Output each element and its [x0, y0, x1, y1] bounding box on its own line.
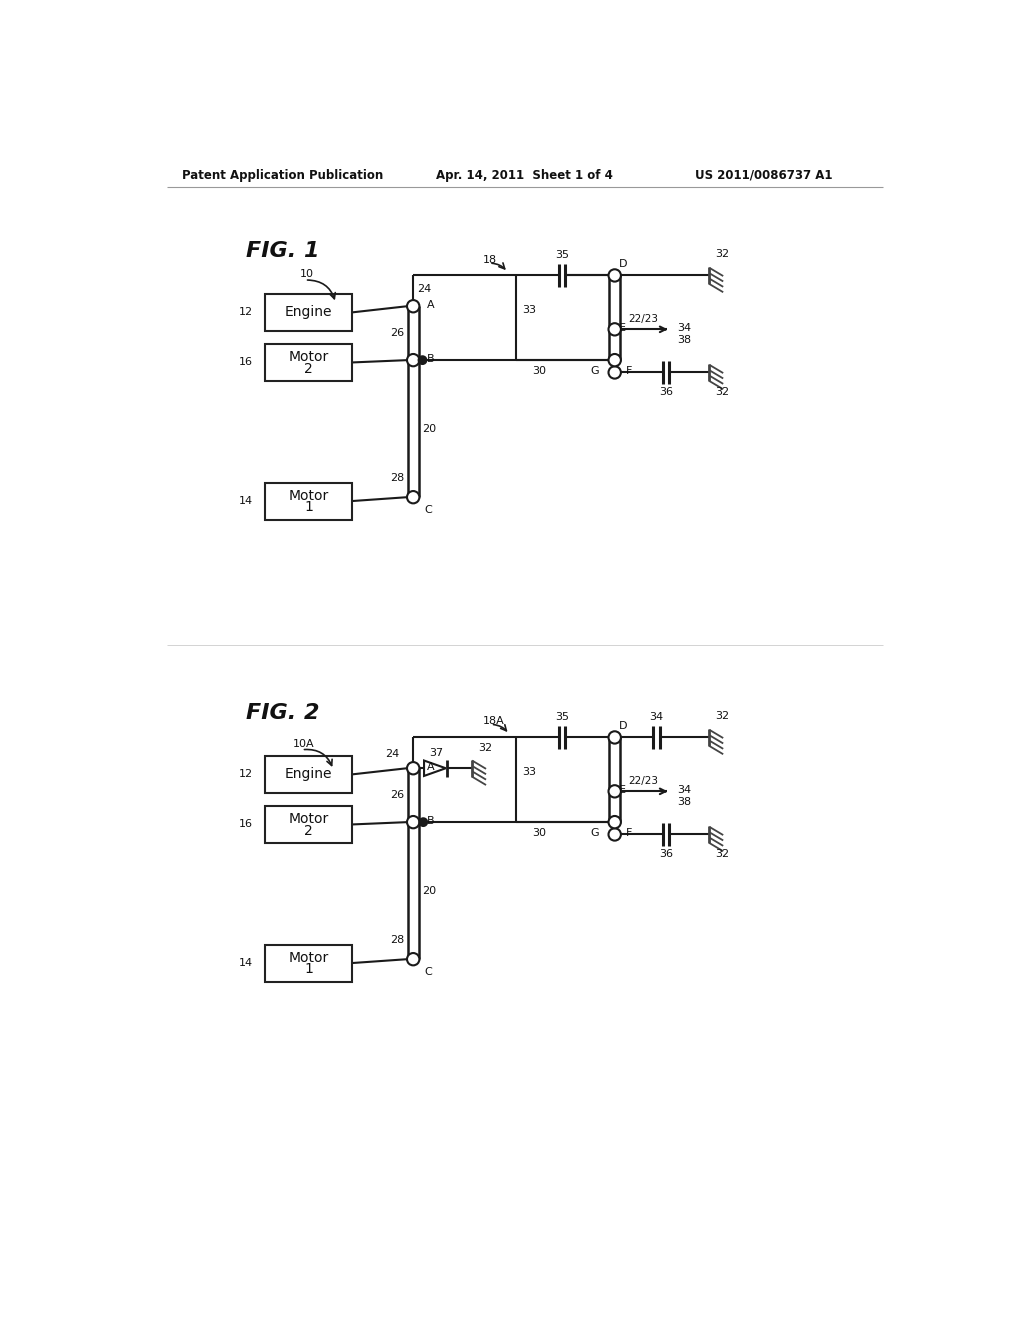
- Text: 18A: 18A: [483, 715, 505, 726]
- Text: 32: 32: [478, 743, 493, 754]
- Text: C: C: [424, 966, 432, 977]
- Circle shape: [608, 367, 621, 379]
- Bar: [265, 483, 352, 520]
- Text: 28: 28: [390, 935, 404, 945]
- Text: 1: 1: [304, 962, 313, 977]
- Text: 14: 14: [239, 496, 253, 506]
- Circle shape: [420, 818, 427, 826]
- Text: B: B: [427, 816, 435, 825]
- Bar: [265, 945, 352, 982]
- Text: FIG. 2: FIG. 2: [246, 702, 319, 723]
- Text: 2: 2: [304, 362, 313, 376]
- Text: 36: 36: [658, 850, 673, 859]
- Text: FIG. 1: FIG. 1: [246, 240, 319, 261]
- Text: 22/23: 22/23: [629, 314, 658, 323]
- Text: Motor: Motor: [289, 488, 329, 503]
- Text: 16: 16: [239, 820, 253, 829]
- Text: G: G: [591, 828, 599, 838]
- Text: 34: 34: [649, 713, 664, 722]
- Bar: [265, 807, 352, 843]
- Text: E: E: [618, 323, 626, 333]
- Text: 2: 2: [304, 824, 313, 838]
- Text: 10A: 10A: [293, 739, 314, 748]
- Text: 14: 14: [239, 958, 253, 968]
- Circle shape: [407, 300, 420, 313]
- Bar: [265, 294, 352, 331]
- Text: Motor: Motor: [289, 350, 329, 364]
- Text: 26: 26: [390, 329, 404, 338]
- Text: 33: 33: [521, 767, 536, 777]
- Text: 1: 1: [304, 500, 313, 515]
- Text: 37: 37: [429, 748, 443, 758]
- Text: 18: 18: [483, 255, 497, 265]
- Circle shape: [419, 356, 426, 364]
- Text: 16: 16: [239, 358, 253, 367]
- Text: A: A: [427, 300, 435, 310]
- Circle shape: [608, 816, 621, 829]
- Text: 12: 12: [239, 770, 253, 779]
- Text: 32: 32: [716, 388, 729, 397]
- Text: 34: 34: [677, 785, 691, 795]
- Text: F: F: [626, 828, 632, 838]
- Circle shape: [608, 829, 621, 841]
- Text: 34: 34: [677, 323, 691, 333]
- Text: 32: 32: [716, 711, 729, 721]
- Text: 10: 10: [300, 269, 314, 279]
- Text: Patent Application Publication: Patent Application Publication: [182, 169, 384, 182]
- Bar: [265, 345, 352, 381]
- Text: D: D: [618, 259, 627, 269]
- Circle shape: [608, 354, 621, 367]
- Text: A: A: [427, 762, 435, 772]
- Circle shape: [407, 491, 420, 503]
- Text: 24: 24: [385, 750, 399, 759]
- Circle shape: [608, 731, 621, 743]
- Text: 35: 35: [555, 713, 569, 722]
- Circle shape: [407, 354, 420, 367]
- Text: Motor: Motor: [289, 950, 329, 965]
- Text: 26: 26: [390, 791, 404, 800]
- Text: 24: 24: [417, 284, 431, 294]
- Text: Engine: Engine: [285, 767, 333, 781]
- Text: 22/23: 22/23: [629, 776, 658, 785]
- Text: 33: 33: [521, 305, 536, 315]
- Circle shape: [608, 323, 621, 335]
- Text: F: F: [626, 366, 632, 376]
- Text: 36: 36: [658, 388, 673, 397]
- Text: 30: 30: [531, 828, 546, 838]
- Circle shape: [407, 953, 420, 965]
- Text: US 2011/0086737 A1: US 2011/0086737 A1: [694, 169, 833, 182]
- Text: 28: 28: [390, 473, 404, 483]
- Text: 38: 38: [677, 335, 691, 345]
- Text: 20: 20: [422, 886, 436, 896]
- Text: Engine: Engine: [285, 305, 333, 319]
- Text: D: D: [618, 721, 627, 731]
- Text: 12: 12: [239, 308, 253, 317]
- Circle shape: [608, 269, 621, 281]
- Text: 35: 35: [555, 251, 569, 260]
- Text: C: C: [424, 504, 432, 515]
- Text: 30: 30: [531, 366, 546, 376]
- Circle shape: [407, 816, 420, 829]
- Text: E: E: [618, 785, 626, 795]
- Text: 32: 32: [716, 850, 729, 859]
- Text: 32: 32: [716, 249, 729, 259]
- Text: Apr. 14, 2011  Sheet 1 of 4: Apr. 14, 2011 Sheet 1 of 4: [436, 169, 613, 182]
- Circle shape: [608, 785, 621, 797]
- Text: Motor: Motor: [289, 812, 329, 826]
- Text: 38: 38: [677, 797, 691, 807]
- Circle shape: [407, 762, 420, 775]
- Text: G: G: [591, 366, 599, 376]
- Text: 20: 20: [422, 424, 436, 434]
- Text: B: B: [427, 354, 435, 363]
- Bar: [265, 756, 352, 793]
